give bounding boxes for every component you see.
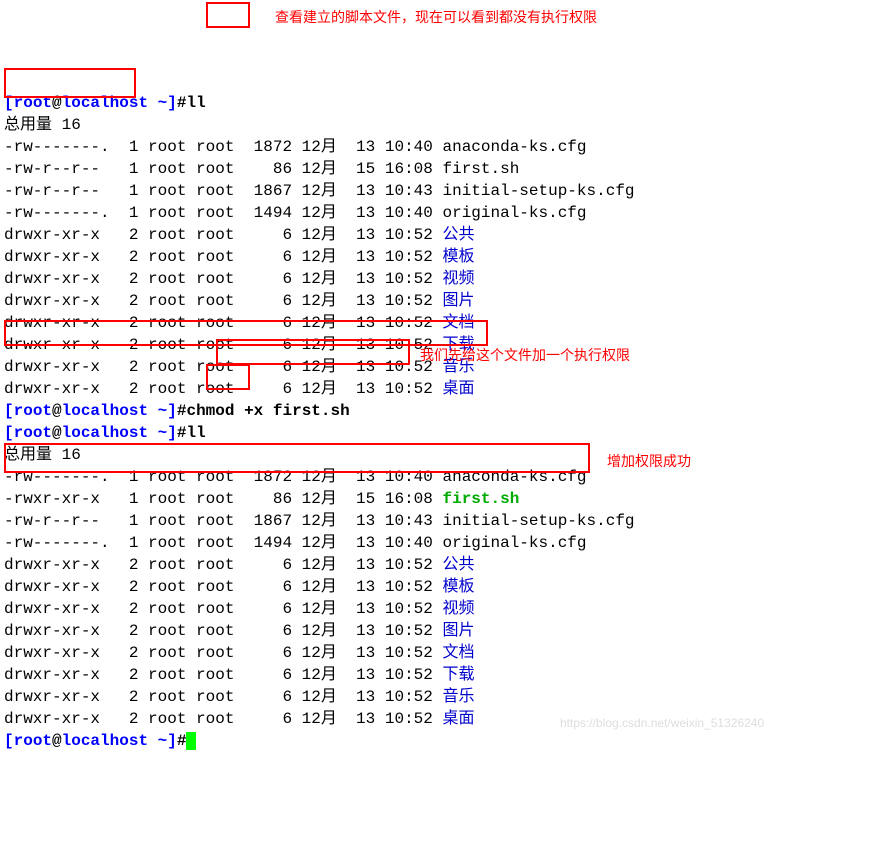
file-row: -rw-------. 1 root root 1872 12月 13 10:4…: [4, 466, 875, 488]
file-row: -rw-------. 1 root root 1494 12月 13 10:4…: [4, 532, 875, 554]
file-row: drwxr-xr-x 2 root root 6 12月 13 10:52 视频: [4, 268, 875, 290]
command: ll: [186, 94, 205, 112]
highlight-box: [206, 2, 250, 28]
file-row: -rw-r--r-- 1 root root 1867 12月 13 10:43…: [4, 510, 875, 532]
file-row: drwxr-xr-x 2 root root 6 12月 13 10:52 图片: [4, 620, 875, 642]
file-row: drwxr-xr-x 2 root root 6 12月 13 10:52 文档: [4, 642, 875, 664]
terminal-output: [root@localhost ~]#ll总用量 16-rw-------. 1…: [4, 92, 875, 752]
annotation-text: 增加权限成功: [607, 450, 691, 472]
prompt-line[interactable]: [root@localhost ~]#chmod +x first.sh: [4, 400, 875, 422]
command: ll: [186, 424, 205, 442]
file-row: drwxr-xr-x 2 root root 6 12月 13 10:52 模板: [4, 246, 875, 268]
file-row: -rw-r--r-- 1 root root 1867 12月 13 10:43…: [4, 180, 875, 202]
command: chmod +x first.sh: [186, 402, 349, 420]
file-row: -rwxr-xr-x 1 root root 86 12月 15 16:08 f…: [4, 488, 875, 510]
file-row: drwxr-xr-x 2 root root 6 12月 13 10:52 公共: [4, 554, 875, 576]
watermark: https://blog.csdn.net/weixin_51326240: [560, 712, 764, 734]
file-row: -rw-r--r-- 1 root root 86 12月 15 16:08 f…: [4, 158, 875, 180]
file-row: drwxr-xr-x 2 root root 6 12月 13 10:52 模板: [4, 576, 875, 598]
file-row: drwxr-xr-x 2 root root 6 12月 13 10:52 桌面: [4, 378, 875, 400]
prompt-line[interactable]: [root@localhost ~]#ll: [4, 92, 875, 114]
file-row: drwxr-xr-x 2 root root 6 12月 13 10:52 下载: [4, 664, 875, 686]
annotation-text: 查看建立的脚本文件，现在可以看到都没有执行权限: [275, 6, 597, 28]
prompt-line[interactable]: [root@localhost ~]#ll: [4, 422, 875, 444]
file-row: drwxr-xr-x 2 root root 6 12月 13 10:52 视频: [4, 598, 875, 620]
annotation-text: 我们先给这个文件加一个执行权限: [420, 344, 630, 366]
file-row: drwxr-xr-x 2 root root 6 12月 13 10:52 公共: [4, 224, 875, 246]
file-row: -rw-------. 1 root root 1494 12月 13 10:4…: [4, 202, 875, 224]
total-line: 总用量 16: [4, 114, 875, 136]
total-line: 总用量 16: [4, 444, 875, 466]
file-row: drwxr-xr-x 2 root root 6 12月 13 10:52 图片: [4, 290, 875, 312]
file-row: drwxr-xr-x 2 root root 6 12月 13 10:52 文档: [4, 312, 875, 334]
file-row: drwxr-xr-x 2 root root 6 12月 13 10:52 音乐: [4, 686, 875, 708]
file-row: -rw-------. 1 root root 1872 12月 13 10:4…: [4, 136, 875, 158]
